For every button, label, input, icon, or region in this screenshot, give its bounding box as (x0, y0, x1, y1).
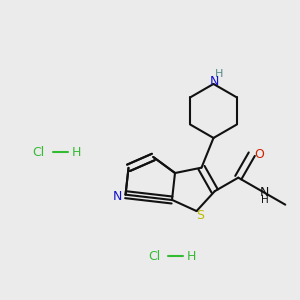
Text: O: O (254, 148, 264, 161)
Text: N: N (113, 190, 122, 203)
Text: S: S (196, 208, 205, 222)
Text: N: N (210, 76, 219, 88)
Text: H: H (215, 69, 224, 79)
Text: N: N (260, 186, 269, 199)
Text: H: H (72, 146, 81, 158)
Text: H: H (187, 250, 196, 262)
Text: Cl: Cl (148, 250, 160, 262)
Text: Cl: Cl (32, 146, 44, 158)
Text: H: H (261, 195, 268, 205)
